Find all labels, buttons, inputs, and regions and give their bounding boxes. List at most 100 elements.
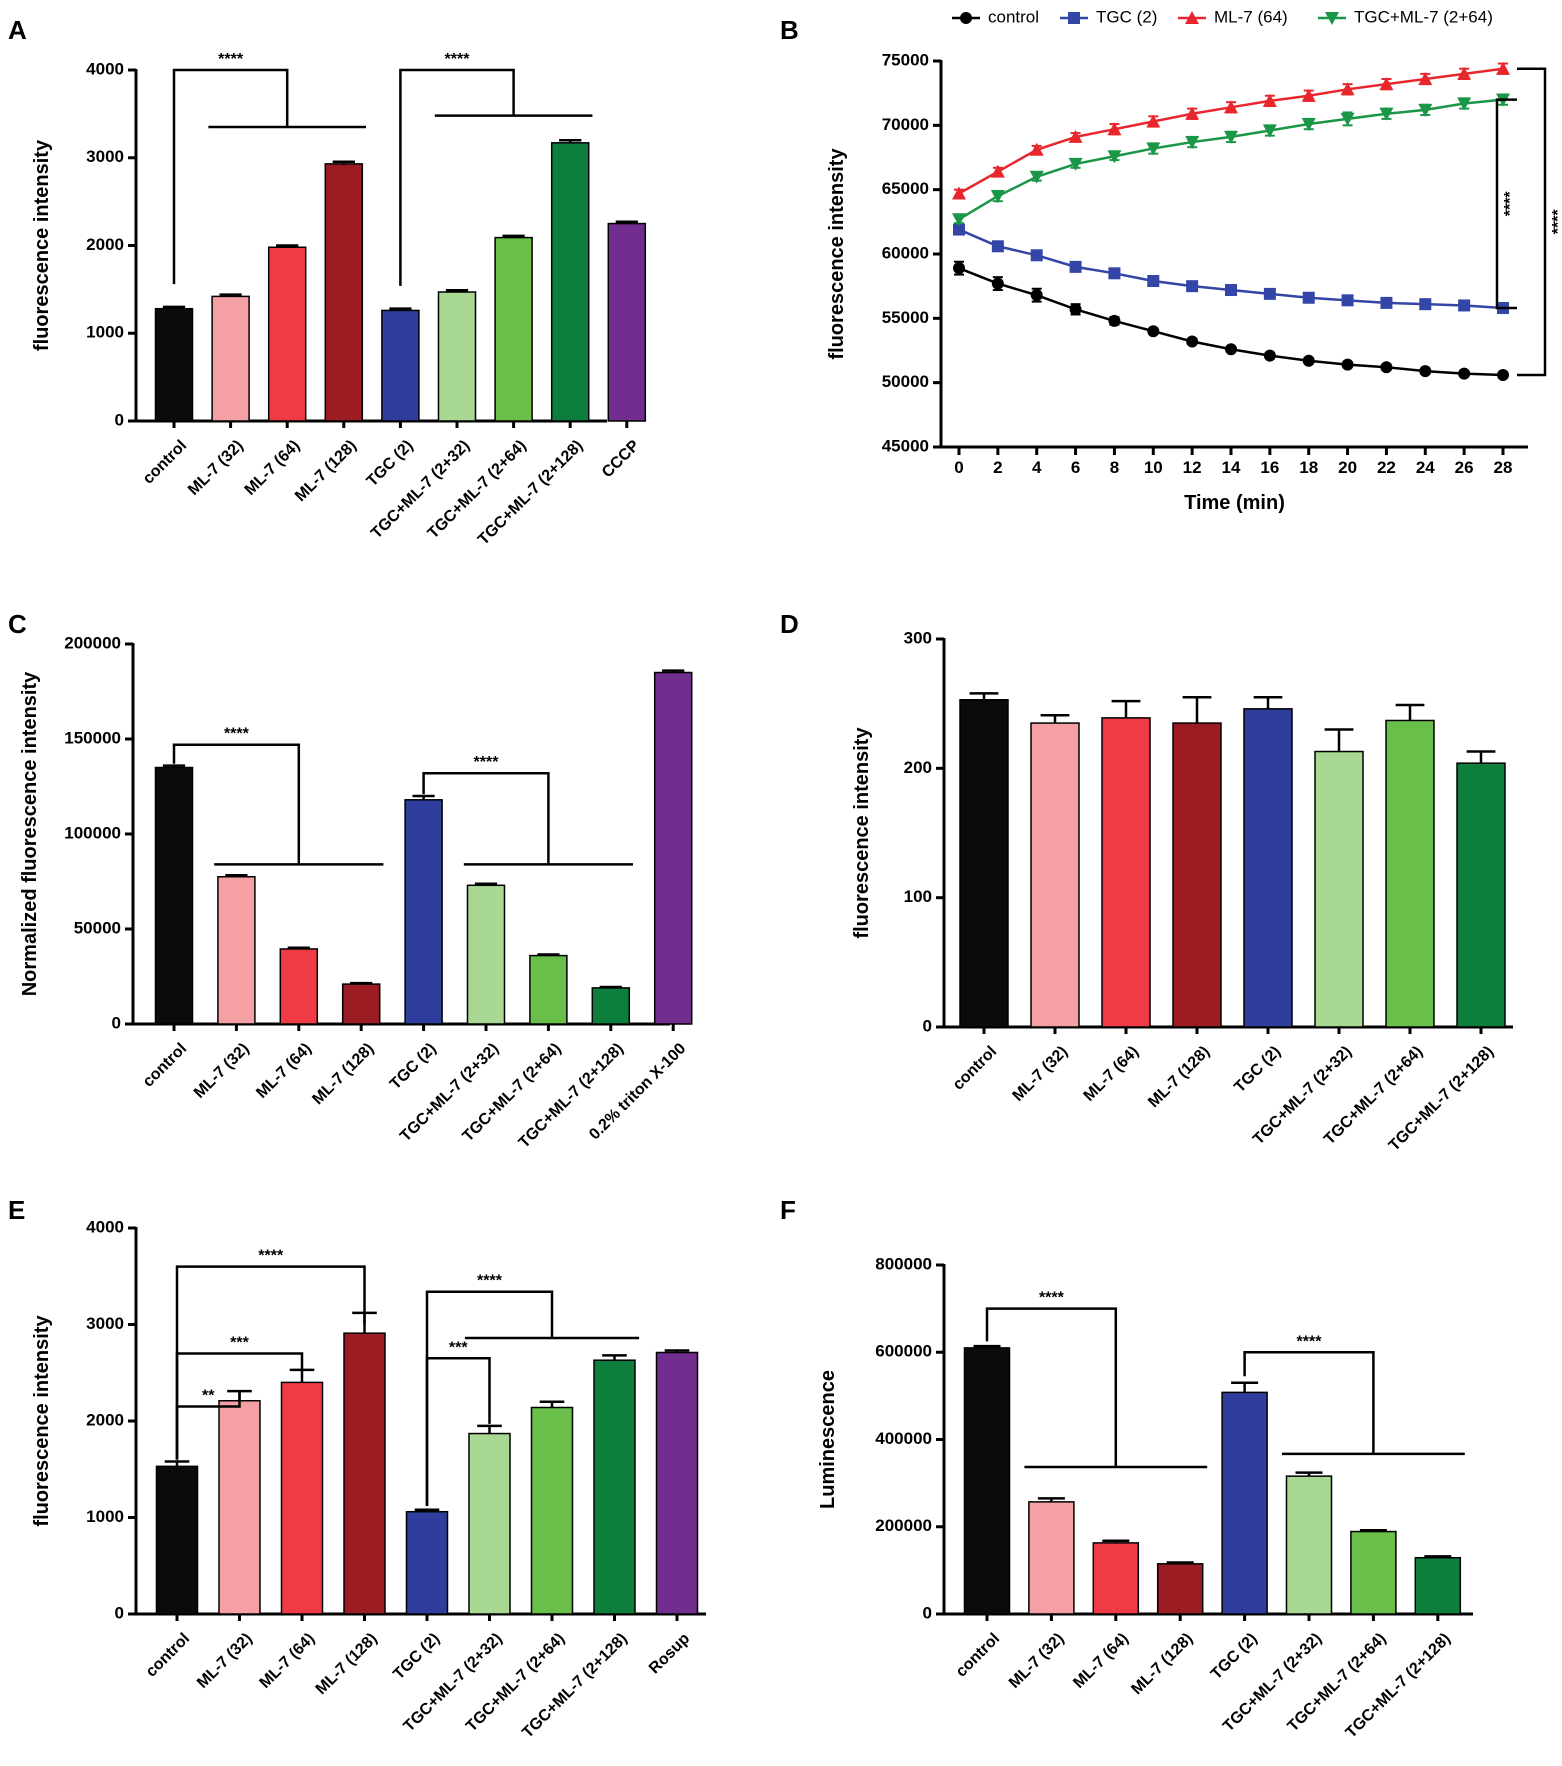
bar-ml-7-128 xyxy=(1156,1563,1204,1615)
data-point-tgc-ml-7-2-64 xyxy=(1224,130,1238,144)
y-tick-label: 3000 xyxy=(86,147,124,166)
data-point-tgc-ml-7-2-64 xyxy=(1068,157,1083,171)
category-label-ml-7-64: ML-7 (64) xyxy=(1070,1630,1132,1692)
category-label-ml-7-128: ML-7 (128) xyxy=(1145,1043,1213,1111)
significance-label: **** xyxy=(474,754,500,771)
data-point-ml-7-64 xyxy=(1185,106,1200,120)
significance-bracket xyxy=(1495,98,1517,310)
data-point-control xyxy=(1341,358,1354,371)
significance-bracket xyxy=(175,1265,366,1460)
category-label-control: control xyxy=(953,1630,1003,1680)
x-tick-label: 28 xyxy=(1494,458,1513,477)
panel-e: E 0 1000 2000 3000 4000 fluorescence intensity… xyxy=(8,1195,706,1742)
category-label-ml-7-64: ML-7 (64) xyxy=(253,1040,315,1102)
significance-bracket xyxy=(399,68,515,286)
data-point-ml-7-64 xyxy=(1496,61,1510,75)
significance-label: ** xyxy=(202,1388,215,1405)
y-tick-label: 55000 xyxy=(882,308,929,327)
bar-tgc-ml-7-2-64 xyxy=(1385,719,1435,1028)
y-tick-label: 1000 xyxy=(86,323,124,342)
significance-label: **** xyxy=(1550,209,1562,235)
category-label-ml-7-128: ML-7 (128) xyxy=(313,1630,381,1698)
category-label-rosup: Rosup xyxy=(646,1630,693,1677)
data-point-tgc-ml-7-2-64 xyxy=(1029,170,1044,184)
category-label-tgc-ml-7-2-64: TGC+ML-7 (2+64) xyxy=(425,437,530,542)
data-point-control xyxy=(1263,349,1276,362)
bar-ml-7-64 xyxy=(280,1381,324,1615)
bar-ml-7-32 xyxy=(217,876,256,1025)
x-tick-label: 18 xyxy=(1299,458,1318,477)
data-point-tgc-2 xyxy=(1069,260,1082,273)
bar-tgc-ml-7-2-128 xyxy=(550,142,590,422)
bar-tgc-ml-7-2-32 xyxy=(1314,750,1364,1028)
bar-tgc-ml-7-2-64 xyxy=(529,954,568,1025)
y-tick-label: 0 xyxy=(923,1016,932,1035)
y-tick-label: 100000 xyxy=(64,823,121,842)
bar-cccp xyxy=(607,222,647,422)
data-point-control xyxy=(1458,367,1471,380)
bar-ml-7-64 xyxy=(1101,717,1151,1028)
y-axis-title: fluorescence intensity xyxy=(851,727,873,939)
category-label-ml-7-64: ML-7 (64) xyxy=(257,1630,319,1692)
data-point-tgc-ml-7-2-64 xyxy=(1301,118,1316,132)
category-label-ml-7-128: ML-7 (128) xyxy=(309,1040,377,1108)
data-point-tgc-2 xyxy=(1419,298,1432,311)
data-point-tgc-ml-7-2-64 xyxy=(1185,136,1200,150)
data-point-tgc-ml-7-2-64 xyxy=(990,190,1005,204)
significance-bracket xyxy=(985,1307,1118,1467)
category-label-tgc-2: TGC (2) xyxy=(1208,1630,1261,1683)
panel-letter: D xyxy=(780,609,799,639)
data-point-tgc-2 xyxy=(1147,275,1160,288)
bar-ml-7-128 xyxy=(343,1332,386,1615)
data-point-tgc-2 xyxy=(1380,296,1393,309)
panel-letter: A xyxy=(8,15,27,45)
data-point-ml-7-64 xyxy=(1224,100,1238,114)
category-label-tgc-2: TGC (2) xyxy=(1231,1043,1284,1096)
legend-marker xyxy=(1185,11,1199,24)
panel-c: C 0 50000 100000 150000 200000 Normalized fluo… xyxy=(8,609,693,1152)
x-tick-label: 6 xyxy=(1071,458,1080,477)
significance-label: **** xyxy=(1297,1333,1323,1350)
panel-letter: E xyxy=(8,1195,25,1225)
bar-tgc-ml-7-2-128 xyxy=(591,987,631,1025)
bar-ml-7-128 xyxy=(324,163,364,422)
category-label-ml-7-32: ML-7 (32) xyxy=(191,1040,253,1102)
data-point-tgc-2 xyxy=(1030,249,1043,262)
data-point-control xyxy=(1069,303,1082,316)
y-tick-label: 1000 xyxy=(86,1507,124,1526)
y-tick-label: 60000 xyxy=(882,243,929,262)
significance-label: **** xyxy=(477,1273,503,1290)
y-tick-label: 4000 xyxy=(86,59,124,78)
data-point-tgc-ml-7-2-64 xyxy=(1262,124,1277,138)
y-tick-label: 0 xyxy=(115,410,124,429)
bar-ml-7-32 xyxy=(218,1399,261,1615)
data-point-tgc-2 xyxy=(1225,284,1237,297)
significance-label: *** xyxy=(230,1334,249,1351)
category-label-ml-7-32: ML-7 (32) xyxy=(1010,1043,1072,1105)
y-tick-label: 400000 xyxy=(875,1429,932,1448)
data-point-tgc-ml-7-2-64 xyxy=(1107,150,1122,164)
x-tick-label: 0 xyxy=(954,458,963,477)
legend: control TGC (2) ML-7 (64) TGC+ML-7 (2+64) xyxy=(952,7,1493,26)
panel-d: D 0 100 200 300 fluorescence intensity control… xyxy=(780,609,1513,1155)
legend-label: control xyxy=(988,7,1039,26)
category-label-tgc-ml-7-2-128: TGC+ML-7 (2+128) xyxy=(1343,1630,1454,1741)
significance-bracket xyxy=(425,1357,491,1506)
series-control xyxy=(953,260,1509,381)
bar-tgc-ml-7-2-32 xyxy=(466,884,506,1025)
legend-marker xyxy=(1325,12,1339,25)
significance-label: *** xyxy=(449,1339,468,1356)
y-tick-label: 200000 xyxy=(64,633,121,652)
significance-bracket xyxy=(172,68,289,285)
category-label-control: control xyxy=(140,1040,190,1090)
category-label-ml-7-128: ML-7 (128) xyxy=(292,437,360,505)
bar-ml-7-64 xyxy=(1092,1542,1140,1615)
legend-marker xyxy=(1068,12,1080,24)
category-label-ml-7-64: ML-7 (64) xyxy=(1081,1043,1143,1105)
data-point-control xyxy=(1108,314,1121,327)
category-label-control: control xyxy=(950,1043,1000,1093)
significance-label: **** xyxy=(224,726,250,743)
y-tick-label: 4000 xyxy=(86,1217,124,1236)
legend-label: TGC+ML-7 (2+64) xyxy=(1354,7,1493,26)
